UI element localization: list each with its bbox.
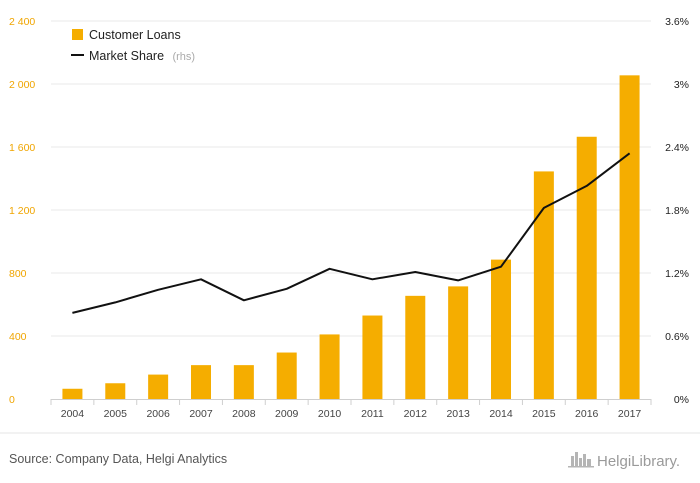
y-left-tick-label: 800 [9, 268, 27, 280]
legend: Customer Loans Market Share (rhs) [71, 28, 195, 64]
legend-label-rhs: (rhs) [172, 51, 195, 63]
y-right-tick-label: 1.2% [665, 268, 689, 280]
y-right-tick-label: 0% [674, 394, 689, 406]
y-left-tick-label: 2 400 [9, 16, 35, 28]
y-right-tick-label: 0.6% [665, 331, 689, 343]
x-tick-label: 2010 [318, 408, 342, 420]
x-tick-label: 2015 [532, 408, 556, 420]
legend-label-market-share-text: Market Share [89, 49, 164, 63]
bar [619, 75, 640, 400]
bar [62, 388, 83, 399]
y-left-tick-label: 1 600 [9, 142, 35, 154]
x-tick-label: 2011 [361, 408, 384, 420]
legend-label-market-share: Market Share (rhs) [89, 47, 195, 64]
bar [448, 286, 469, 399]
bar [148, 374, 169, 399]
source-text: Source: Company Data, Helgi Analytics [9, 452, 227, 466]
x-tick-label: 2005 [104, 408, 128, 420]
bar [319, 334, 340, 399]
y-left-tick-label: 400 [9, 331, 27, 343]
y-left-tick-label: 1 200 [9, 205, 35, 217]
legend-label-customer-loans: Customer Loans [89, 28, 181, 42]
x-tick-label: 2009 [275, 408, 299, 420]
x-tick-label: 2004 [61, 408, 85, 420]
y-right-tick-label: 3.6% [665, 16, 689, 28]
x-tick-label: 2014 [489, 408, 513, 420]
y-left-tick-label: 2 000 [9, 79, 35, 91]
x-tick-label: 2012 [404, 408, 428, 420]
bar [362, 315, 383, 399]
y-left-tick-label: 0 [9, 394, 15, 406]
x-tick-label: 2008 [232, 408, 256, 420]
x-tick-label: 2017 [618, 408, 642, 420]
bar [491, 259, 511, 399]
x-tick-label: 2007 [189, 408, 213, 420]
bar [191, 365, 211, 399]
bar [276, 352, 297, 399]
bar [576, 136, 597, 399]
bar [233, 365, 254, 399]
x-tick-label: 2013 [446, 408, 470, 420]
y-right-tick-label: 3% [674, 79, 689, 91]
x-tick-label: 2006 [146, 408, 170, 420]
brand-wordmark: HelgiLibrary. [597, 453, 680, 470]
bar [405, 295, 426, 399]
bar [105, 383, 126, 399]
y-right-tick-label: 1.8% [665, 205, 689, 217]
x-tick-label: 2016 [575, 408, 599, 420]
bar [533, 171, 554, 399]
grid-lines [51, 20, 651, 337]
axes: 0 400 800 1 200 1 600 2 000 2 400 0% 0.6% 1.2% 1.8… [9, 16, 689, 420]
legend-swatch-customer-loans [72, 29, 83, 40]
city-skyline-icon [568, 452, 594, 468]
helgi-library-logo: HelgiLibrary. [568, 452, 680, 470]
line-series [72, 152, 631, 314]
bar-series [62, 75, 640, 400]
y-right-tick-label: 2.4% [665, 142, 689, 154]
market-share-line [72, 152, 631, 314]
